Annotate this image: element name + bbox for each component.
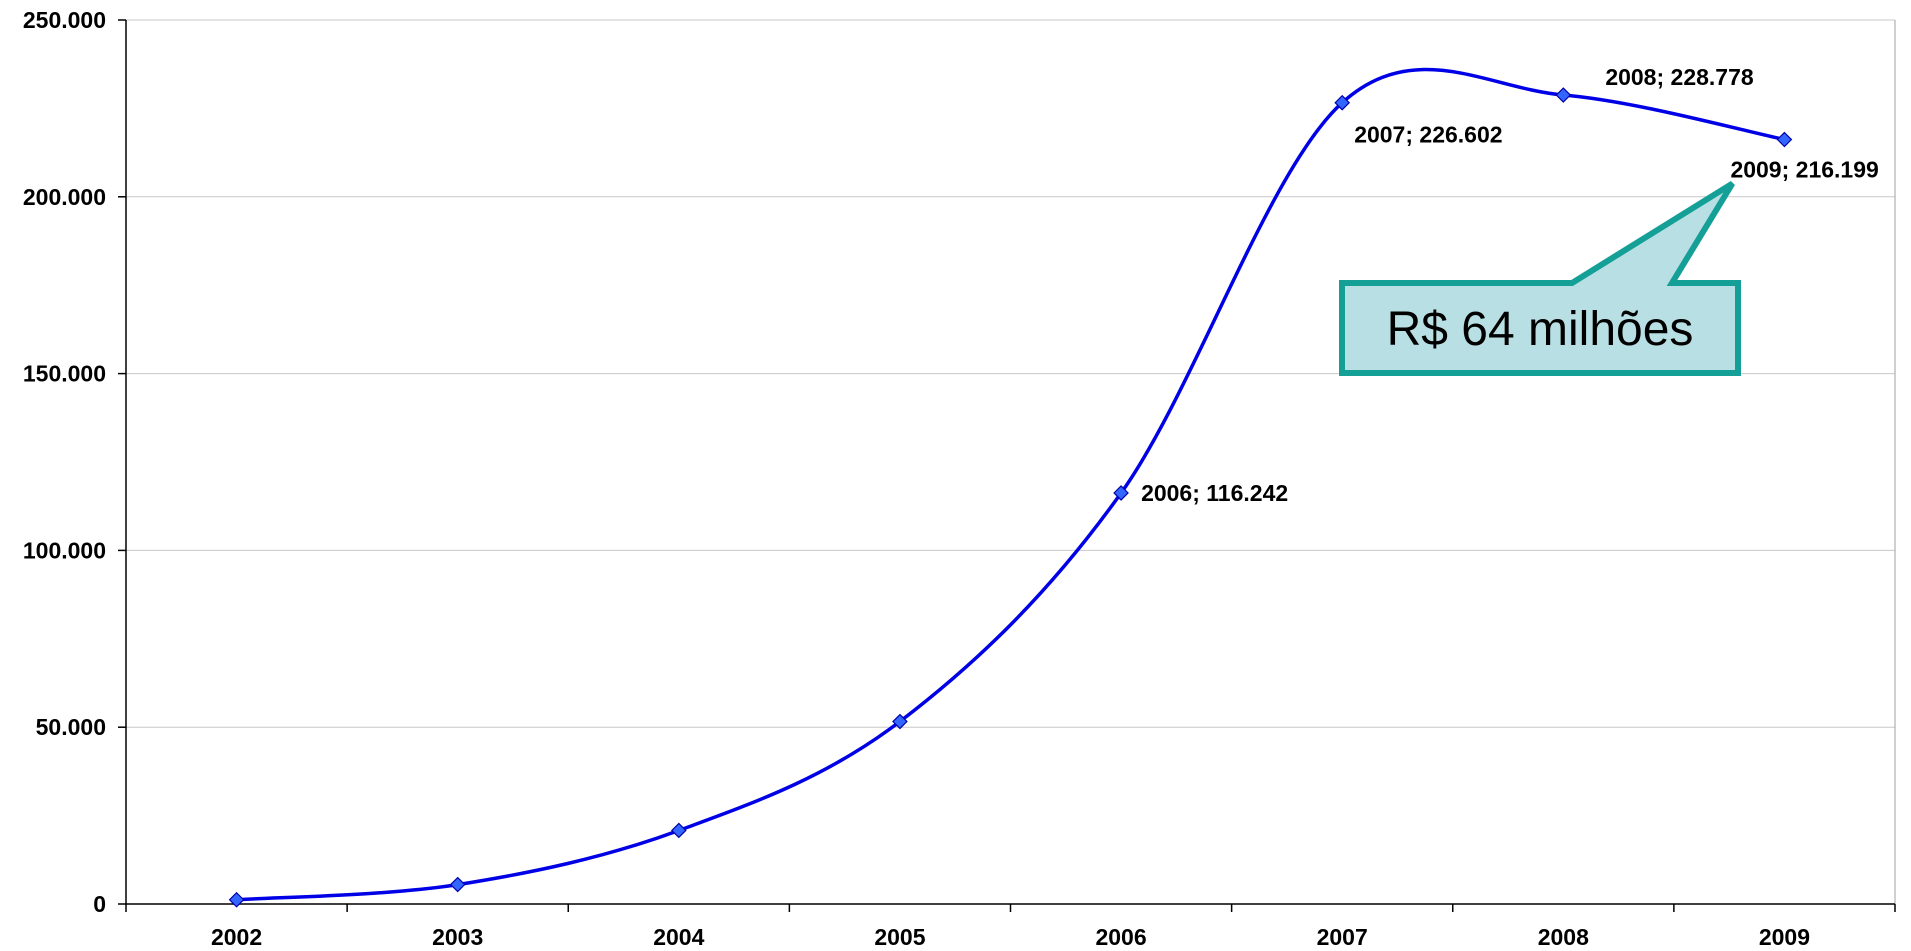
x-tick-label: 2009	[1759, 924, 1810, 950]
data-point-marker	[1555, 87, 1572, 103]
y-tick-label: 250.000	[23, 7, 106, 33]
x-tick-label: 2005	[874, 924, 925, 950]
data-label: 2006; 116.242	[1141, 480, 1288, 506]
y-tick-label: 50.000	[36, 714, 106, 740]
callout-box	[1339, 180, 1741, 376]
callout-text: R$ 64 milhões	[1387, 303, 1694, 356]
data-label: 2007; 226.602	[1354, 122, 1502, 148]
callout: R$ 64 milhões	[1339, 180, 1741, 376]
data-point-marker	[449, 876, 466, 893]
x-tick-label: 2004	[653, 924, 704, 950]
y-tick-labels: 0 50.000 100.000 150.000 200.000 250.000	[23, 7, 106, 917]
y-tick-label: 0	[93, 891, 106, 917]
data-label: 2008; 228.778	[1605, 64, 1754, 90]
data-point-marker	[892, 713, 908, 730]
y-tick-label: 200.000	[23, 184, 106, 210]
y-tick-label: 150.000	[23, 361, 106, 387]
data-point-marker	[1334, 94, 1351, 111]
axes	[118, 19, 1896, 912]
x-tick-label: 2006	[1095, 924, 1146, 950]
gridlines	[126, 19, 1896, 904]
data-point-marker	[1113, 485, 1129, 501]
x-tick-label: 2008	[1538, 924, 1589, 950]
x-tick-label: 2007	[1317, 924, 1368, 950]
x-tick-label: 2002	[211, 924, 262, 950]
series-line	[236, 67, 1785, 902]
data-point-marker	[670, 822, 687, 839]
data-label: 2009; 216.199	[1730, 157, 1878, 183]
x-tick-labels: 2002 2003 2004 2005 2006 2007 2008 2009	[211, 924, 1810, 950]
data-point-marker	[1776, 131, 1793, 148]
series-line-path	[236, 67, 1785, 902]
data-point-marker	[228, 891, 245, 908]
data-labels: 2006; 116.242 2007; 226.602 2008; 228.778 2…	[1141, 64, 1879, 506]
data-markers	[228, 87, 1793, 908]
y-tick-label: 100.000	[23, 537, 106, 563]
x-tick-label: 2003	[432, 924, 483, 950]
